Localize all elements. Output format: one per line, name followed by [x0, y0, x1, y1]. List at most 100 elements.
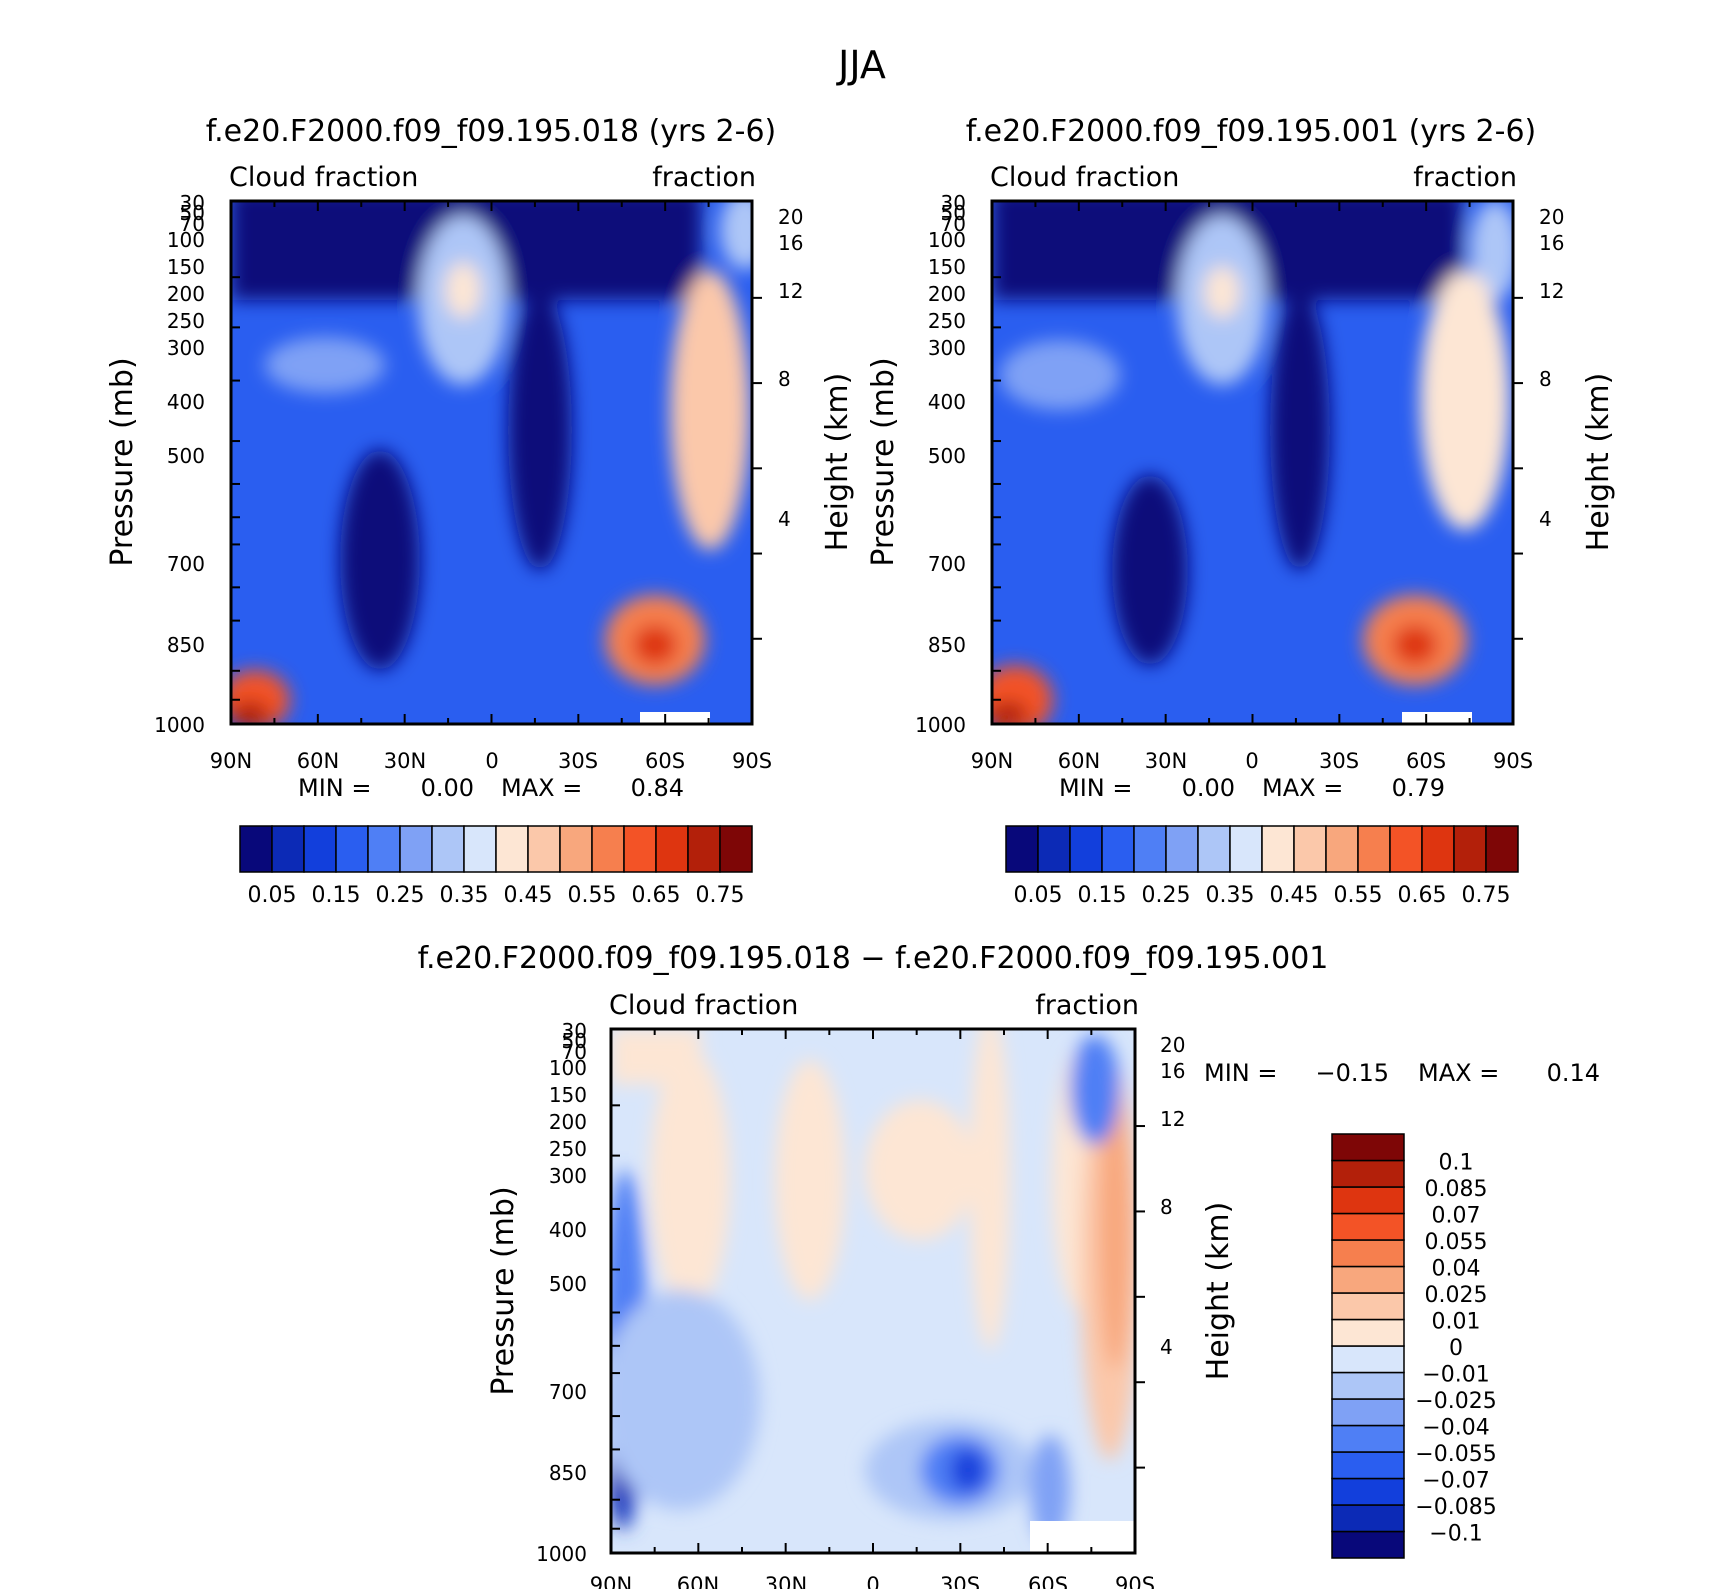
y-axis-label-right: Height (km) — [820, 373, 855, 552]
y-tick-label: 500 — [549, 1272, 587, 1296]
y-tick-labels: 30 50 70 100 150 200 250 300 400 500 700… — [154, 191, 205, 737]
y-tick-label: 50 — [562, 1029, 587, 1053]
colorbar-swatch — [1005, 825, 1039, 873]
x-tick-label: 30S — [1319, 749, 1359, 773]
colorbar-label: 0.65 — [632, 883, 681, 908]
x-tick-label: 30N — [384, 749, 426, 773]
y-tick-label: 50 — [941, 201, 966, 225]
colorbar-swatch — [495, 825, 529, 873]
right-label: fraction — [1413, 162, 1517, 193]
colorbar-swatch — [687, 825, 721, 873]
y-tick-label: 200 — [167, 282, 205, 306]
colorbar-swatch — [1261, 825, 1295, 873]
left-label: Cloud fraction — [229, 162, 418, 193]
colorbar-swatch — [271, 825, 305, 873]
height-tick-label: 12 — [1539, 279, 1564, 303]
height-tick-label: 20 — [1539, 205, 1564, 229]
colorbar-swatch — [1331, 1398, 1405, 1427]
x-tick-label: 60N — [677, 1573, 719, 1589]
colorbar-label: 0.65 — [1398, 883, 1447, 908]
colorbar-label: 0.55 — [568, 883, 617, 908]
colorbar-swatch — [1331, 1530, 1405, 1559]
y-tick-label: 30 — [180, 191, 205, 215]
contour-field — [611, 1029, 1135, 1553]
y-tick-label: 300 — [549, 1164, 587, 1188]
colorbar-swatch — [591, 825, 625, 873]
colorbar-label: 0.01 — [1432, 1310, 1481, 1335]
colorbar-swatch — [1293, 825, 1327, 873]
colorbar-label: 0.25 — [1142, 883, 1191, 908]
colorbar-swatch — [1331, 1318, 1405, 1347]
y-tick-label: 500 — [928, 444, 966, 468]
colorbar-swatch — [1133, 825, 1167, 873]
colorbar-swatch — [1229, 825, 1263, 873]
colorbar-label: 0.05 — [248, 883, 297, 908]
max-value: 0.84 — [631, 774, 684, 802]
y-tick-label: 50 — [180, 201, 205, 225]
y-axis-label: Pressure (mb) — [105, 357, 140, 566]
min-label: MIN = — [298, 774, 371, 802]
colorbar-swatch — [1331, 1371, 1405, 1400]
y-tick-label: 100 — [167, 228, 205, 252]
height-tick-label: 4 — [778, 507, 791, 531]
colorbar-label: 0.55 — [1334, 883, 1383, 908]
colorbar-label: 0.07 — [1432, 1204, 1481, 1229]
height-tick-label: 16 — [1160, 1059, 1185, 1083]
x-tick-label: 30S — [558, 749, 598, 773]
y-axis-label: Pressure (mb) — [866, 357, 901, 566]
colorbar-swatch — [655, 825, 689, 873]
contour-field — [231, 201, 752, 724]
colorbar-swatch — [1331, 1424, 1405, 1453]
figure-title: JJA — [836, 43, 886, 87]
colorbar-swatch — [303, 825, 337, 873]
x-tick-label: 90N — [971, 749, 1013, 773]
y-tick-label: 250 — [928, 309, 966, 333]
y-axis-label-right: Height (km) — [1201, 1202, 1236, 1381]
right-label: fraction — [1035, 990, 1139, 1021]
x-tick-label: 0 — [1245, 749, 1258, 773]
colorbar-label: −0.04 — [1422, 1416, 1489, 1441]
height-tick-label: 8 — [778, 367, 791, 391]
colorbar-label: −0.025 — [1415, 1389, 1496, 1414]
y-tick-label: 1000 — [154, 713, 205, 737]
colorbar-label: −0.1 — [1429, 1522, 1482, 1547]
colorbar-label: −0.01 — [1422, 1363, 1489, 1388]
max-value: 0.14 — [1547, 1059, 1600, 1087]
x-tick-label: 60S — [1028, 1573, 1068, 1589]
y-tick-label: 200 — [549, 1110, 587, 1134]
panel-top-left: f.e20.F2000.f09_f09.195.018 (yrs 2-6) Cl… — [105, 114, 855, 908]
colorbar-swatch — [1331, 1292, 1405, 1321]
x-tick-label: 90S — [732, 749, 772, 773]
y-tick-labels: 30 50 70 100 150 200 250 300 400 500 700… — [915, 191, 966, 737]
y-tick-label: 700 — [167, 552, 205, 576]
colorbar-swatch — [1331, 1239, 1405, 1268]
colorbar-swatch — [399, 825, 433, 873]
height-tick-label: 20 — [1160, 1033, 1185, 1057]
colorbar-swatch — [1357, 825, 1391, 873]
colorbar-swatch — [239, 825, 273, 873]
y-tick-label: 100 — [549, 1056, 587, 1080]
colorbar-label: 0.085 — [1425, 1177, 1488, 1202]
y-tick-label: 400 — [928, 390, 966, 414]
min-label: MIN = — [1059, 774, 1132, 802]
x-tick-label: 60N — [1058, 749, 1100, 773]
colorbar-label: 0.04 — [1432, 1257, 1481, 1282]
panel-title: f.e20.F2000.f09_f09.195.001 (yrs 2-6) — [966, 114, 1536, 149]
y-tick-label: 30 — [562, 1019, 587, 1043]
colorbar-swatch — [1331, 1186, 1405, 1215]
colorbar-swatch — [719, 825, 753, 873]
colorbar-swatch — [367, 825, 401, 873]
y-tick-label: 100 — [928, 228, 966, 252]
colorbar-swatch — [1331, 1265, 1405, 1294]
colorbar-swatch — [1325, 825, 1359, 873]
colorbar-label: 0.25 — [376, 883, 425, 908]
height-tick-label: 12 — [1160, 1107, 1185, 1131]
y-tick-label: 70 — [180, 212, 205, 236]
colorbar-swatch — [431, 825, 465, 873]
height-tick-label: 16 — [1539, 231, 1564, 255]
colorbar-label: 0.35 — [440, 883, 489, 908]
colorbar-swatch — [1165, 825, 1199, 873]
y-tick-label: 150 — [928, 255, 966, 279]
colorbar-swatch — [1389, 825, 1423, 873]
